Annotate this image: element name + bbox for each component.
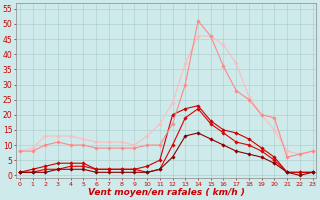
X-axis label: Vent moyen/en rafales ( km/h ): Vent moyen/en rafales ( km/h ): [88, 188, 244, 197]
